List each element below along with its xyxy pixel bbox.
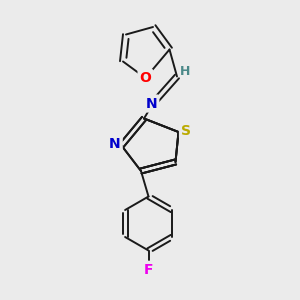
Text: H: H <box>180 65 190 79</box>
Text: F: F <box>144 263 153 277</box>
Text: N: N <box>146 97 157 110</box>
Text: S: S <box>181 124 191 137</box>
Text: O: O <box>140 71 152 85</box>
Text: N: N <box>109 137 121 151</box>
